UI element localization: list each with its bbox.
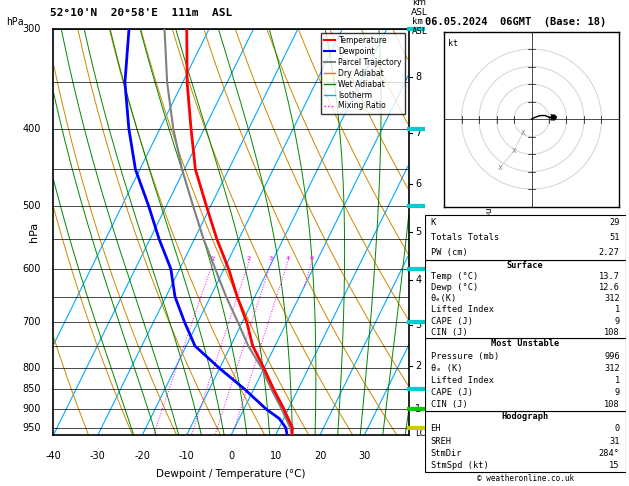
Text: 15: 15 [610, 461, 620, 470]
Text: 950: 950 [23, 423, 41, 433]
Text: 108: 108 [604, 328, 620, 337]
Text: 108: 108 [604, 400, 620, 409]
Text: 06.05.2024  06GMT  (Base: 18): 06.05.2024 06GMT (Base: 18) [425, 17, 606, 27]
Text: 10: 10 [269, 451, 282, 461]
Text: 31: 31 [610, 437, 620, 446]
Bar [425, 411, 626, 472]
Text: θₑ(K): θₑ(K) [431, 294, 457, 303]
Text: 1: 1 [615, 376, 620, 385]
Text: -10: -10 [179, 451, 194, 461]
Text: hPa: hPa [50, 0, 70, 2]
Text: X: X [520, 130, 525, 136]
Text: CIN (J): CIN (J) [431, 400, 467, 409]
Text: 312: 312 [604, 364, 620, 373]
Text: Totals Totals: Totals Totals [431, 233, 499, 242]
Text: © weatheronline.co.uk: © weatheronline.co.uk [477, 474, 574, 483]
Text: 300: 300 [23, 24, 41, 34]
Text: PW (cm): PW (cm) [431, 248, 467, 257]
Text: 20: 20 [314, 451, 326, 461]
Text: 2.27: 2.27 [599, 248, 620, 257]
Text: Hodograph: Hodograph [501, 412, 549, 421]
Text: 0: 0 [615, 424, 620, 434]
Text: Lifted Index: Lifted Index [431, 305, 494, 314]
Text: 9: 9 [615, 388, 620, 397]
Text: hPa: hPa [6, 17, 24, 27]
Text: 800: 800 [23, 364, 41, 373]
Text: 900: 900 [23, 404, 41, 414]
Text: 4: 4 [415, 275, 421, 285]
Text: 500: 500 [23, 201, 41, 211]
Text: Dewp (°C): Dewp (°C) [431, 283, 478, 292]
Text: CIN (J): CIN (J) [431, 328, 467, 337]
Text: K: K [431, 218, 436, 227]
Text: 51: 51 [610, 233, 620, 242]
Text: 12.6: 12.6 [599, 283, 620, 292]
Text: 700: 700 [23, 317, 41, 327]
Text: 1: 1 [211, 256, 214, 261]
Text: CAPE (J): CAPE (J) [431, 316, 472, 326]
Bar [425, 260, 626, 338]
Text: 400: 400 [23, 123, 41, 134]
Text: 312: 312 [604, 294, 620, 303]
Text: 3: 3 [269, 256, 273, 261]
Text: 5: 5 [415, 227, 421, 238]
Text: Lifted Index: Lifted Index [431, 376, 494, 385]
Text: 2: 2 [415, 361, 421, 371]
Text: 9: 9 [615, 316, 620, 326]
Text: 29: 29 [610, 218, 620, 227]
Text: 3: 3 [415, 320, 421, 330]
Text: 600: 600 [23, 264, 41, 274]
Text: θₑ (K): θₑ (K) [431, 364, 462, 373]
Text: 7: 7 [415, 128, 421, 138]
Text: 0: 0 [228, 451, 234, 461]
Text: 996: 996 [604, 351, 620, 361]
Text: 284°: 284° [599, 449, 620, 458]
Text: Temp (°C): Temp (°C) [431, 272, 478, 281]
Text: km
ASL: km ASL [411, 0, 428, 17]
Text: Most Unstable: Most Unstable [491, 339, 559, 348]
Text: -40: -40 [45, 451, 62, 461]
Bar [425, 215, 626, 260]
Point [547, 113, 557, 121]
Bar [425, 338, 626, 411]
Text: km
ASL: km ASL [412, 17, 428, 35]
Text: 6: 6 [415, 179, 421, 190]
Text: 2: 2 [247, 256, 251, 261]
Text: hPa: hPa [29, 222, 39, 242]
Text: X: X [498, 165, 503, 171]
Text: 52°10'N  20°58'E  111m  ASL: 52°10'N 20°58'E 111m ASL [50, 8, 233, 18]
Text: StmSpd (kt): StmSpd (kt) [431, 461, 488, 470]
Text: -30: -30 [90, 451, 106, 461]
Text: -20: -20 [135, 451, 150, 461]
Text: kt: kt [447, 38, 457, 48]
Text: 1: 1 [415, 404, 421, 414]
Text: 30: 30 [359, 451, 370, 461]
Text: 13.7: 13.7 [599, 272, 620, 281]
Text: 8: 8 [415, 72, 421, 83]
Text: 6: 6 [309, 256, 313, 261]
Text: Mixing Ratio (g/kg): Mixing Ratio (g/kg) [482, 189, 491, 275]
Text: StmDir: StmDir [431, 449, 462, 458]
Text: CAPE (J): CAPE (J) [431, 388, 472, 397]
Text: Surface: Surface [507, 260, 543, 270]
Text: 4: 4 [286, 256, 289, 261]
Text: X: X [511, 148, 516, 154]
Text: 1: 1 [615, 305, 620, 314]
Legend: Temperature, Dewpoint, Parcel Trajectory, Dry Adiabat, Wet Adiabat, Isotherm, Mi: Temperature, Dewpoint, Parcel Trajectory… [321, 33, 405, 114]
Text: EH: EH [431, 424, 441, 434]
Text: SREH: SREH [431, 437, 452, 446]
Text: Pressure (mb): Pressure (mb) [431, 351, 499, 361]
Text: 850: 850 [23, 384, 41, 394]
Text: Dewpoint / Temperature (°C): Dewpoint / Temperature (°C) [157, 469, 306, 480]
Text: LCL: LCL [415, 429, 430, 438]
